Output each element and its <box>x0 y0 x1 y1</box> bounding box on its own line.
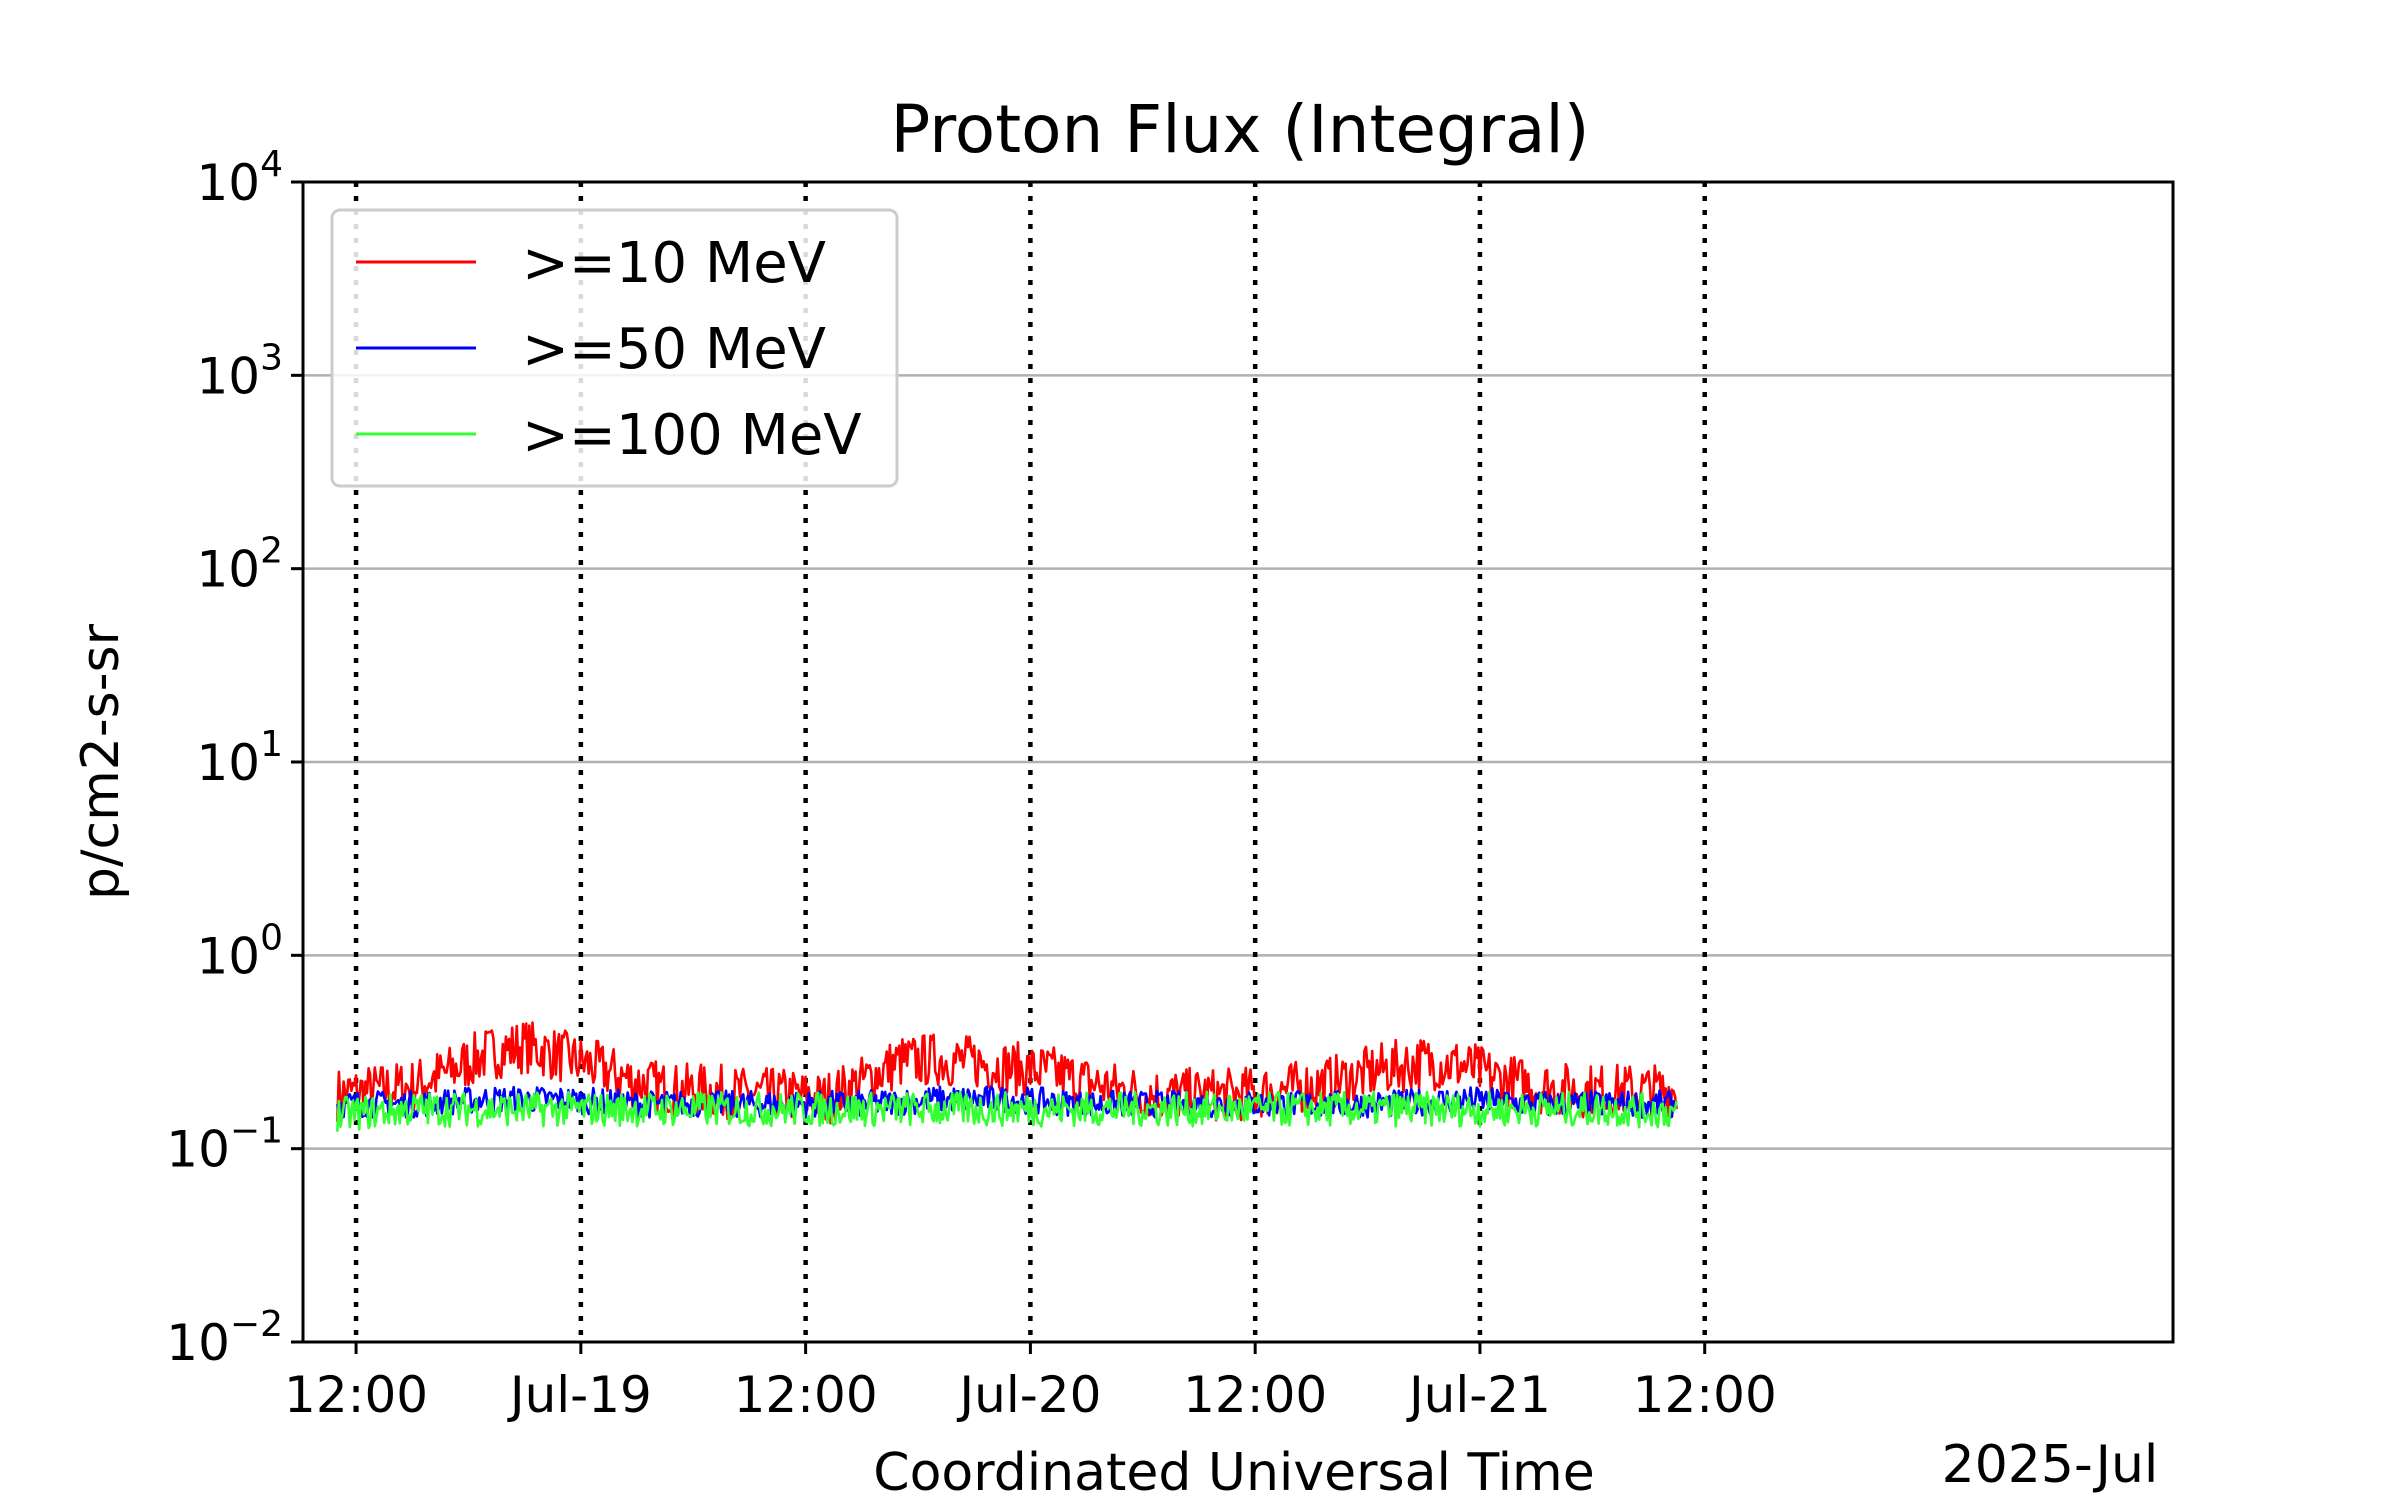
legend-label: >=50 MeV <box>522 317 826 382</box>
y-tick-label: 10−1 <box>166 1111 283 1179</box>
x-tick-label: 12:00 <box>734 1366 878 1424</box>
y-tick-label: 104 <box>196 144 283 212</box>
legend-box <box>330 208 899 488</box>
x-axis-label: Coordinated Universal Time <box>873 1443 1594 1500</box>
chart-title: Proton Flux (Integral) <box>890 91 1589 168</box>
x-axis-ticks: 12:00 Jul-19 12:00 Jul-20 12:00 Jul-21 12:00 <box>284 1342 1777 1424</box>
legend-label: >=10 MeV <box>522 231 826 296</box>
x-tick-label: Jul-21 <box>1406 1366 1551 1424</box>
y-axis-ticks: 10−2 10−1 100 101 102 103 104 <box>166 144 303 1372</box>
x-axis-offset-label: 2025-Jul <box>1942 1435 2159 1495</box>
x-tick-label: 12:00 <box>1183 1366 1327 1424</box>
y-tick-label: 10−2 <box>166 1304 283 1372</box>
y-tick-label: 101 <box>196 724 283 792</box>
y-tick-label: 102 <box>196 531 283 599</box>
x-tick-label: 12:00 <box>284 1366 428 1424</box>
x-tick-label: Jul-19 <box>507 1366 652 1424</box>
legend: >=10 MeV >=50 MeV >=100 MeV <box>330 208 899 488</box>
y-tick-label: 103 <box>196 337 283 405</box>
grid-lines <box>303 374 2173 1150</box>
series-lines <box>336 1021 1678 1132</box>
vertical-grid-lines <box>353 182 1707 1342</box>
y-tick-label: 100 <box>196 917 283 985</box>
x-tick-label: Jul-20 <box>956 1366 1101 1424</box>
series-line <box>336 1090 1678 1132</box>
x-tick-label: 12:00 <box>1633 1366 1777 1424</box>
legend-label: >=100 MeV <box>522 403 862 468</box>
y-axis-label: p/cm2-s-sr <box>71 623 131 900</box>
